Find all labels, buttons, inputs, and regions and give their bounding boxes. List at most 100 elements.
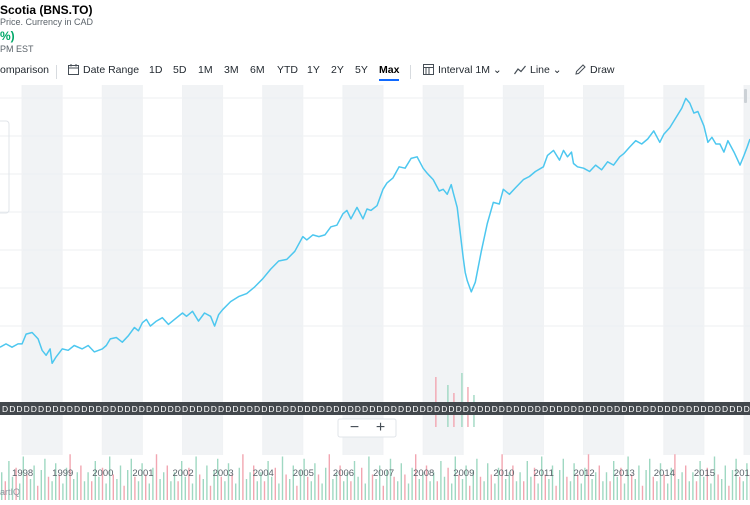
event-marker: D: [693, 404, 699, 414]
volume-bar: [235, 484, 236, 501]
volume-bar: [638, 466, 639, 501]
event-marker: D: [196, 404, 202, 414]
x-tick-label: 2005: [293, 468, 314, 479]
volume-bar: [447, 468, 448, 500]
event-marker: D: [24, 404, 30, 414]
event-marker: D: [736, 404, 742, 414]
event-marker: D: [211, 404, 217, 414]
volume-bar: [703, 477, 704, 500]
volume-bar: [735, 459, 736, 500]
event-marker: D: [492, 404, 498, 414]
line-chart-icon: [514, 65, 526, 75]
toolbar-divider: [410, 65, 411, 79]
volume-bar: [689, 481, 690, 500]
volume-bar: [239, 468, 240, 500]
event-marker: D: [614, 404, 620, 414]
x-tick-label: 2004: [253, 468, 274, 479]
range-5y[interactable]: 5Y: [355, 64, 368, 76]
volume-bar: [44, 459, 45, 500]
zoom-out-button[interactable]: −: [343, 420, 366, 436]
event-marker: D: [650, 404, 656, 414]
event-marker: D: [218, 404, 224, 414]
range-ytd[interactable]: YTD: [277, 64, 298, 76]
event-marker: D: [405, 404, 411, 414]
chart-type-button[interactable]: Line ⌄: [514, 64, 562, 76]
volume-bar: [116, 479, 117, 500]
range-max[interactable]: Max: [379, 64, 399, 81]
volume-bar: [429, 481, 430, 500]
volume-bar: [134, 477, 135, 500]
volume-bar: [649, 459, 650, 500]
volume-bar: [404, 475, 405, 501]
currency-note: Price. Currency in CAD: [0, 17, 93, 27]
event-marker: D: [319, 404, 325, 414]
range-6m[interactable]: 6M: [250, 64, 265, 76]
volume-bar: [354, 461, 355, 500]
volume-bar: [523, 481, 524, 500]
event-marker: D: [636, 404, 642, 414]
calendar-icon: [68, 64, 79, 75]
event-marker: D: [499, 404, 505, 414]
volume-bar: [314, 463, 315, 500]
volume-bar: [548, 479, 549, 500]
chart-type-label: Line: [530, 64, 550, 76]
volume-bar: [613, 461, 614, 500]
volume-bar: [365, 484, 366, 501]
volume-bar: [278, 484, 279, 501]
volume-bar: [537, 484, 538, 501]
x-tick-label: 2000: [92, 468, 113, 479]
x-tick-label: 2001: [132, 468, 153, 479]
volume-bar: [566, 477, 567, 500]
x-tick-label: 2015: [694, 468, 715, 479]
draw-button[interactable]: Draw: [575, 64, 615, 76]
event-marker: D: [686, 404, 692, 414]
volume-bar: [325, 468, 326, 500]
scroll-handle: [744, 89, 747, 103]
volume-bar: [653, 477, 654, 500]
event-marker: D: [484, 404, 490, 414]
volume-bar: [494, 484, 495, 501]
event-marker: D: [103, 404, 109, 414]
range-1d[interactable]: 1D: [149, 64, 162, 76]
range-1y[interactable]: 1Y: [307, 64, 320, 76]
event-marker: D: [679, 404, 685, 414]
volume-bar: [696, 481, 697, 500]
volume-bar: [595, 472, 596, 500]
range-2y[interactable]: 2Y: [331, 64, 344, 76]
watermark: artIQ: [0, 487, 20, 497]
range-5d[interactable]: 5D: [173, 64, 186, 76]
volume-bar: [210, 486, 211, 500]
event-marker: D: [139, 404, 145, 414]
volume-bar: [84, 481, 85, 500]
event-marker: D: [506, 404, 512, 414]
volume-bar: [728, 486, 729, 500]
event-marker: D: [160, 404, 166, 414]
comparison-button[interactable]: omparison: [0, 64, 49, 76]
volume-bar: [667, 484, 668, 501]
volume-bar: [242, 454, 243, 500]
volume-bar: [62, 484, 63, 501]
event-marker: D: [304, 404, 310, 414]
interval-button[interactable]: Interval 1M ⌄: [423, 64, 502, 76]
volume-bar: [516, 481, 517, 500]
range-1m[interactable]: 1M: [198, 64, 213, 76]
volume-bar: [357, 477, 358, 500]
zoom-in-button[interactable]: +: [369, 420, 392, 436]
event-marker: D: [204, 404, 210, 414]
volume-bar: [563, 459, 564, 500]
range-3m[interactable]: 3M: [224, 64, 239, 76]
volume-bar: [383, 486, 384, 500]
event-marker: D: [708, 404, 714, 414]
volume-bar: [91, 481, 92, 500]
event-marker: D: [729, 404, 735, 414]
volume-bar: [581, 484, 582, 501]
year-band: [263, 85, 303, 455]
event-marker: D: [542, 404, 548, 414]
date-range-button[interactable]: Date Range: [68, 64, 139, 76]
volume-bar: [98, 477, 99, 500]
event-marker: D: [168, 404, 174, 414]
event-marker: D: [592, 404, 598, 414]
event-marker: D: [189, 404, 195, 414]
